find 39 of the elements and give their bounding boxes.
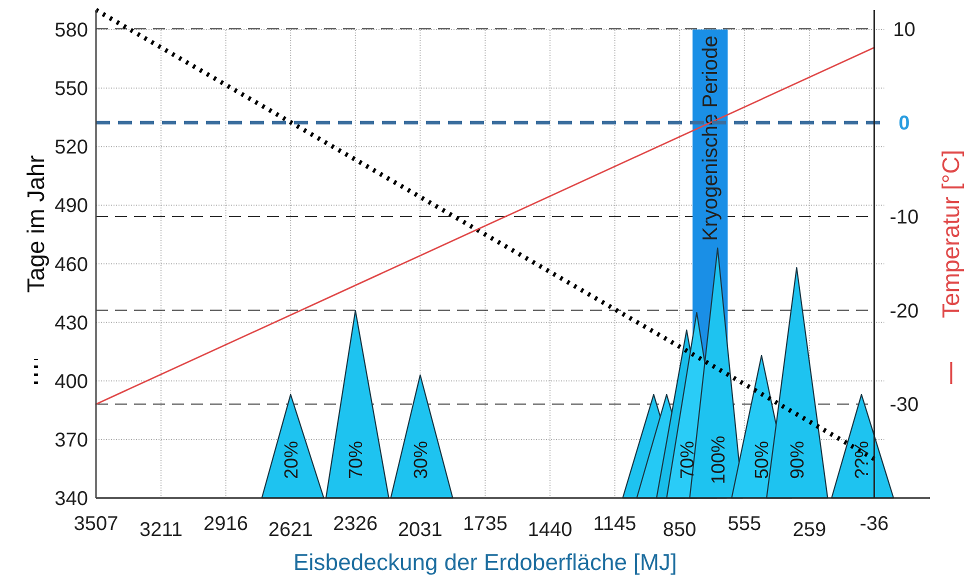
y-tick-label: 550	[54, 78, 88, 100]
series-label: 30%	[410, 440, 432, 480]
x-tick-label: 1440	[528, 519, 572, 541]
y-tick-label: 430	[54, 312, 88, 334]
y-tick-label: 490	[54, 195, 88, 218]
y2-tick-label: -30	[890, 394, 919, 416]
x-tick-label: 259	[792, 519, 826, 541]
band-label: Kryogenische Periode	[699, 36, 722, 241]
series-label: 20%	[281, 440, 302, 480]
x-tick-label: 850	[662, 519, 696, 541]
y-tick-label: 520	[54, 136, 88, 159]
series-label: 70%	[677, 440, 698, 480]
y-tick-label: 580	[54, 20, 88, 42]
y2-tick-label: -10	[890, 206, 919, 228]
y2-tick-label: 10	[893, 18, 916, 41]
y2-axis-title: Temperatur [°C]	[938, 150, 966, 318]
ref-line-label: 0	[898, 112, 910, 135]
y-tick-label: 340	[54, 488, 88, 510]
y-tick-label: 460	[54, 254, 88, 276]
x-tick-label: 3507	[74, 513, 118, 535]
series-label: 50%	[752, 440, 774, 480]
x-axis-title: Eisbedeckung der Erdoberfläche [MJ]	[293, 549, 677, 575]
series-label: 100%	[708, 436, 730, 484]
y-axis-title: Tage im Jahr	[23, 155, 50, 293]
x-tick-label: 2621	[268, 519, 313, 541]
x-tick-label: 555	[728, 513, 762, 535]
series-label: 90%	[787, 440, 808, 480]
x-tick-label: 1735	[462, 513, 508, 535]
series-label: 70%	[346, 440, 368, 480]
x-tick-label: 2031	[398, 519, 442, 541]
x-tick-label: 2916	[204, 513, 248, 535]
x-tick-label: 2326	[333, 513, 378, 535]
y-tick-label: 370	[54, 429, 88, 452]
y-tick-label: 400	[54, 370, 88, 393]
x-tick-label: 3211	[140, 519, 183, 541]
x-tick-label: -36	[860, 513, 889, 535]
y2-tick-label: -20	[890, 300, 919, 322]
series-label: ??%	[852, 440, 874, 480]
x-tick-label: 1145	[593, 513, 636, 535]
